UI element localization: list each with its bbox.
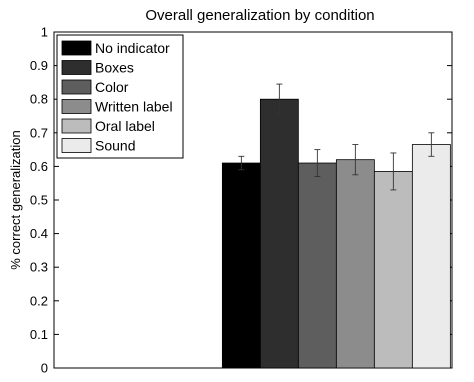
legend-label: Oral label xyxy=(95,118,155,134)
legend-label: Written label xyxy=(95,99,173,115)
legend-label: Boxes xyxy=(95,60,134,76)
legend-swatch xyxy=(61,60,92,75)
y-axis-label: % correct generalization xyxy=(8,130,23,269)
error-bar xyxy=(428,132,435,157)
legend-swatch xyxy=(61,40,92,56)
error-bar xyxy=(314,149,321,177)
legend-swatch xyxy=(61,138,92,153)
bar-boxes xyxy=(259,98,299,369)
legend-swatch xyxy=(61,99,92,114)
y-tick-label: 0.7 xyxy=(30,125,48,140)
legend-swatch xyxy=(61,79,92,95)
y-tick-label: 0.5 xyxy=(30,193,48,208)
y-tick-label: 1 xyxy=(41,25,48,40)
error-bar xyxy=(276,83,283,115)
bar-no-indicator xyxy=(221,162,261,369)
plot-area: 0 0.1 0.2 0.3 0.4 0.5 0.6 0.7 0.8 0.9 1 No indicato… xyxy=(30,25,453,376)
y-tick-label: 0 xyxy=(41,361,48,376)
y-tick-label: 0.3 xyxy=(30,260,48,275)
legend-box xyxy=(56,34,184,159)
error-bar xyxy=(352,144,359,176)
bar-written-label xyxy=(335,159,375,369)
y-tick-label: 0.1 xyxy=(30,327,48,342)
legend-swatch xyxy=(61,118,92,134)
bar-color xyxy=(297,162,337,369)
chart-title: Overall generalization by condition xyxy=(145,7,374,24)
y-tick-label: 0.2 xyxy=(30,293,48,308)
error-bar xyxy=(390,152,397,191)
error-bar xyxy=(238,155,245,171)
legend-label: No indicator xyxy=(95,40,170,56)
legend-label: Sound xyxy=(95,138,135,154)
y-tick-label: 0.4 xyxy=(30,226,48,241)
bar-sound xyxy=(411,144,451,369)
y-tick-label: 0.9 xyxy=(30,58,48,73)
bar-oral-label xyxy=(373,171,413,369)
y-tick-label: 0.6 xyxy=(30,159,48,174)
legend-label: Color xyxy=(95,79,129,95)
y-tick-label: 0.8 xyxy=(30,92,48,107)
legend: No indicator Boxes Color Written label Oral … xyxy=(56,34,184,159)
